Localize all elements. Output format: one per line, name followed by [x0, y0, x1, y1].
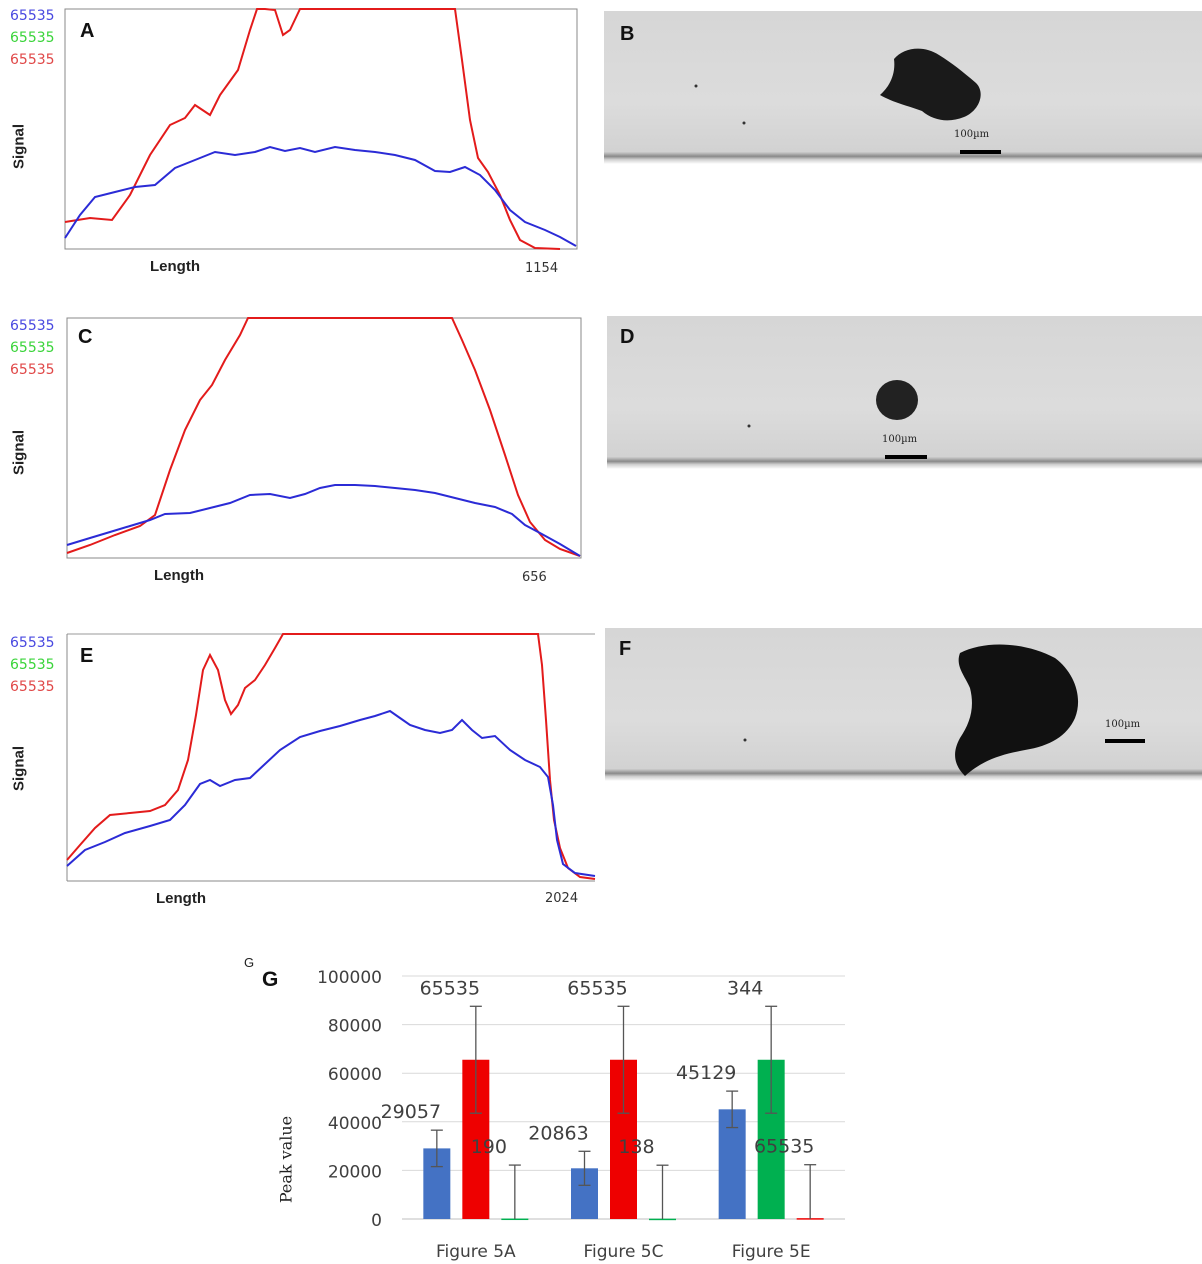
y-tick-label: 80000 — [328, 1017, 382, 1037]
x-tick-label: Figure 5E — [732, 1242, 811, 1262]
data-label: 65535 — [567, 977, 627, 999]
data-label: 190 — [471, 1136, 507, 1158]
data-label: 65535 — [754, 1136, 814, 1158]
x-tick-label: Figure 5C — [584, 1242, 664, 1262]
y-tick-label: 60000 — [328, 1065, 382, 1085]
y-tick-label: 40000 — [328, 1114, 382, 1134]
data-label: 20863 — [528, 1122, 588, 1144]
y-tick-label: 20000 — [328, 1162, 382, 1182]
data-label: 29057 — [381, 1101, 441, 1123]
y-tick-label: 100000 — [317, 968, 382, 988]
y-tick-label: 0 — [371, 1211, 382, 1231]
data-label: 138 — [618, 1136, 654, 1158]
data-label: 65535 — [420, 977, 480, 999]
data-label: 344 — [727, 977, 763, 999]
x-tick-label: Figure 5A — [436, 1242, 516, 1262]
data-label: 45129 — [676, 1062, 736, 1084]
